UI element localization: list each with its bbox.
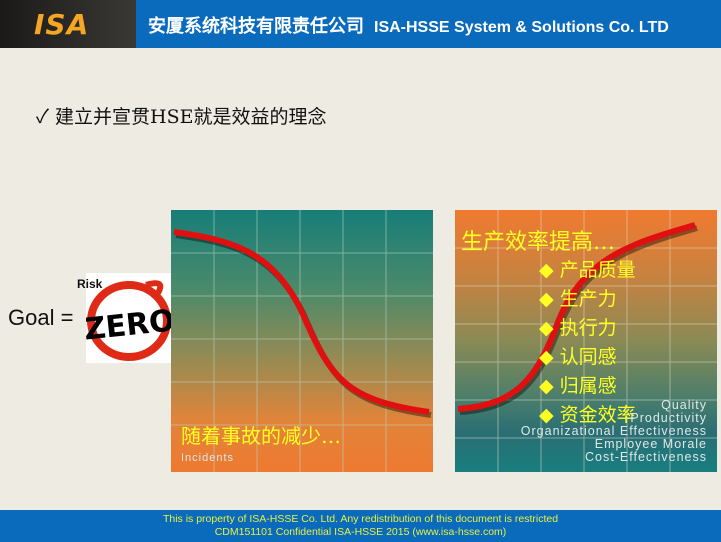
diamond-icon: ◆	[539, 288, 554, 310]
check-icon: ✓	[36, 106, 49, 128]
benefit-text: 认同感	[559, 346, 617, 368]
incidents-label: Incidents	[181, 452, 235, 464]
bullet-point: ✓ 建立并宣贯HSE就是效益的理念	[36, 102, 327, 129]
diamond-icon: ◆	[539, 375, 554, 397]
incidents-curve	[171, 210, 433, 472]
benefit-item: ◆ 资金效率	[539, 401, 636, 430]
diamond-icon: ◆	[539, 404, 554, 426]
diamond-icon: ◆	[539, 346, 554, 368]
benefit-item: ◆ 归属感	[539, 372, 636, 401]
footer: This is property of ISA-HSSE Co. Ltd. An…	[0, 510, 721, 542]
label-en: Quality	[661, 398, 707, 412]
benefit-text: 生产力	[559, 288, 617, 310]
benefit-list: ◆ 产品质量 ◆ 生产力 ◆ 执行力 ◆ 认同感 ◆ 归属感 ◆ 资金效率	[539, 256, 636, 430]
label-en: Employee Morale	[594, 437, 707, 451]
benefit-item: ◆ 认同感	[539, 343, 636, 372]
goal-label: Goal =	[8, 305, 74, 330]
benefit-text: 产品质量	[559, 259, 636, 281]
label-en: Cost-Effectiveness	[585, 450, 707, 464]
header-title: 安厦系统科技有限责任公司 ISA-HSSE System & Solutions …	[148, 12, 669, 38]
incidents-panel: 随着事故的减少… Incidents	[171, 210, 433, 472]
label-en: Organizational Effectiveness	[520, 424, 707, 438]
benefit-text: 资金效率	[559, 404, 636, 426]
zero-risk-logo: ZERO	[82, 273, 176, 363]
benefit-item: ◆ 生产力	[539, 285, 636, 314]
header-bar: ISA 安厦系统科技有限责任公司 ISA-HSSE System & Soluti…	[0, 0, 721, 48]
diamond-icon: ◆	[539, 317, 554, 339]
title-cn: 安厦系统科技有限责任公司	[148, 16, 364, 36]
incidents-caption: 随着事故的减少…	[181, 424, 341, 448]
company-logo: ISA	[0, 0, 136, 48]
benefit-text: 归属感	[559, 375, 617, 397]
benefit-text: 执行力	[559, 317, 617, 339]
title-en: ISA-HSSE System & Solutions Co. LTD	[374, 19, 669, 36]
label-en: Productivity	[630, 411, 707, 425]
productivity-panel: 生产效率提高… ◆ 产品质量 ◆ 生产力 ◆ 执行力 ◆ 认同感 ◆ 归属感 ◆…	[455, 210, 717, 472]
productivity-curve	[455, 210, 717, 472]
logo-text: ISA	[34, 8, 90, 41]
benefit-item: ◆ 执行力	[539, 314, 636, 343]
diamond-icon: ◆	[539, 259, 554, 281]
productivity-headline: 生产效率提高…	[461, 230, 616, 255]
risk-label: Risk	[77, 277, 103, 291]
bullet-text: 建立并宣贯HSE就是效益的理念	[55, 106, 327, 128]
footer-confidential: CDM151101 Confidential ISA-HSSE 2015 (ww…	[214, 526, 507, 538]
footer-notice: This is property of ISA-HSSE Co. Ltd. An…	[162, 513, 559, 525]
benefit-item: ◆ 产品质量	[539, 256, 636, 285]
